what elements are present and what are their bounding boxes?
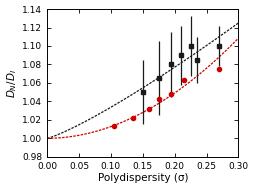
- Y-axis label: $D_N/D_I$: $D_N/D_I$: [6, 68, 19, 98]
- X-axis label: Polydispersity (σ): Polydispersity (σ): [98, 174, 188, 184]
